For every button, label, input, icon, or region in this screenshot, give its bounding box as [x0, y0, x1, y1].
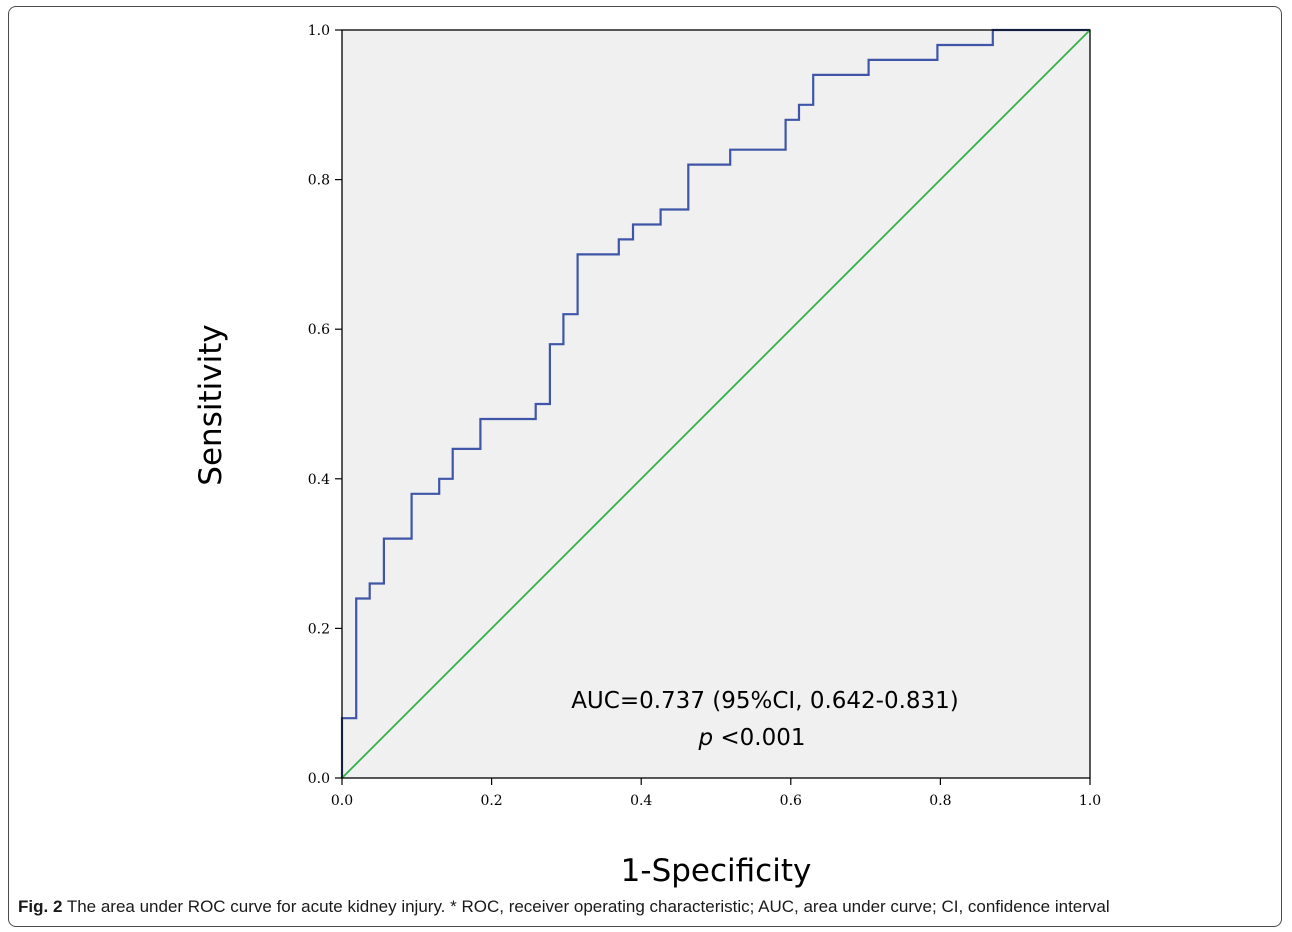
y-tick-label: 0.8 — [308, 173, 330, 189]
x-tick-label: 0.2 — [480, 793, 502, 809]
y-axis-title: Sensitivity — [193, 324, 229, 485]
y-tick-label: 0.4 — [308, 472, 330, 488]
p-value-text: <0.001 — [713, 725, 805, 751]
roc-curve-line — [340, 28, 1090, 778]
p-value-annotation: p <0.001 — [697, 725, 805, 751]
caption-text: The area under ROC curve for acute kidne… — [66, 897, 1110, 916]
x-tick-label: 0.6 — [780, 793, 802, 809]
y-tick-label: 1.0 — [308, 23, 330, 39]
x-tick-label: 0.4 — [630, 793, 652, 809]
figure-caption: Fig. 2 The area under ROC curve for acut… — [18, 897, 1110, 917]
caption-label: Fig. 2 — [18, 897, 63, 916]
x-tick-label: 0.0 — [331, 793, 353, 809]
auc-annotation: AUC=0.737 (95%CI, 0.642-0.831) — [571, 688, 959, 714]
reference-diagonal-line — [341, 29, 1091, 779]
plot-frame — [341, 29, 1091, 779]
y-tick-label: 0.0 — [308, 771, 330, 787]
y-tick-label: 0.2 — [308, 621, 330, 637]
p-symbol: p — [697, 725, 713, 751]
x-tick-label: 0.8 — [929, 793, 951, 809]
x-axis-title: 1-Specificity — [621, 853, 812, 889]
y-tick-label: 0.6 — [308, 322, 330, 338]
figure-frame — [8, 6, 1282, 927]
x-tick-label: 1.0 — [1079, 793, 1101, 809]
